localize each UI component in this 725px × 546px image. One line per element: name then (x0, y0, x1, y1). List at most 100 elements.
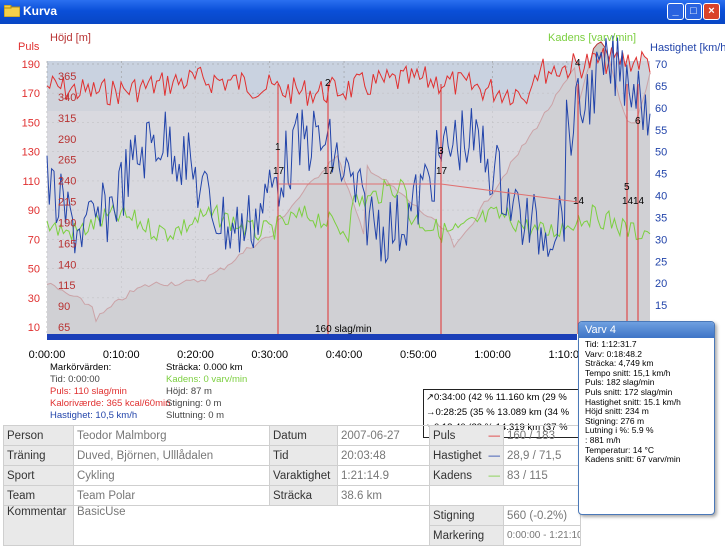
window-title: Kurva (23, 4, 58, 18)
puls-tick-label: 90 (28, 205, 40, 217)
maximize-button[interactable]: □ (685, 3, 702, 20)
traning-value: Duved, Björnen, Ulllådalen (73, 445, 270, 466)
lap-popup-line: Lutning i %: 5.9 % (585, 425, 654, 436)
hojd-tick-label: 115 (58, 280, 76, 292)
puls-label: Puls — (429, 425, 504, 446)
summary-table: Person Teodor Malmborg Datum 2007-06-27 … (3, 425, 581, 546)
sport-label: Sport (3, 465, 74, 486)
hojd-tick-label: 65 (58, 322, 70, 334)
hastighet-tick-label: 50 (655, 147, 667, 159)
cadence-line (46, 178, 651, 244)
hojd-tick-label: 140 (58, 259, 76, 271)
person-value: Teodor Malmborg (73, 425, 270, 446)
selection-bar[interactable] (47, 334, 577, 340)
lap-popup[interactable]: Varv 4 Tid: 1:12:31.7 Varv: 0:18:48.2 Strä… (578, 321, 715, 515)
lap-popup-body: Tid: 1:12:31.7 Varv: 0:18:48.2 Sträcka: 4,… (579, 338, 714, 465)
lap-marker-mid-label: 17 (323, 166, 335, 177)
pulse-line (46, 47, 651, 106)
folder-icon (4, 5, 20, 17)
lap-marker-mid-label: 14 (573, 196, 585, 207)
lap-popup-line: Varv: 0:18:48.2 (585, 348, 643, 359)
puls-tick-label: 170 (22, 88, 40, 100)
puls-value: 160 / 183 (503, 425, 581, 446)
legend-kadens: Kadens: 0 varv/min (166, 374, 248, 385)
legend-sluttning: Sluttning: 0 m (166, 410, 225, 421)
kadens-label: Kadens — (429, 465, 504, 486)
legend-stigning: Stigning: 0 m (166, 398, 222, 409)
legend-hastighet: Hastighet: 10,5 km/h (50, 410, 138, 421)
pulse-area (47, 47, 650, 334)
time-tick-label: 0:50:00 (400, 349, 437, 361)
varaktighet-value: 1:21:14.9 (337, 465, 430, 486)
team-value: Team Polar (73, 485, 270, 506)
stracka-label: Sträcka (269, 485, 338, 506)
lap-popup-line: : 881 m/h (585, 434, 621, 445)
time-tick-label: 0:30:00 (251, 349, 288, 361)
lap-marker-top-label: 2 (325, 78, 331, 89)
time-tick-label: 1:00:00 (474, 349, 511, 361)
lap-marker-mid-label: 17 (436, 166, 448, 177)
stigning-value: 560 (-0.2%) (503, 505, 581, 526)
time-tick-label: 0:40:00 (326, 349, 363, 361)
person-label: Person (3, 425, 74, 446)
lap-marker-mid-label: 14 (633, 196, 645, 207)
hojd-axis-label: Höjd [m] (50, 32, 91, 44)
puls-tick-label: 10 (28, 322, 40, 334)
lap-popup-line: Kadens snitt: 67 varv/min (585, 454, 681, 465)
team-label: Team (3, 485, 74, 506)
puls-axis-label: Puls (18, 41, 40, 53)
hojd-tick-label: 215 (58, 197, 76, 209)
minimize-button[interactable]: _ (667, 3, 684, 20)
lap-popup-line: Hastighet snitt: 15.1 km/h (585, 396, 681, 407)
datum-value: 2007-06-27 (337, 425, 430, 446)
hastighet-tick-label: 70 (655, 59, 667, 71)
varaktighet-label: Varaktighet (269, 465, 338, 486)
lap-marker-mid-label: 14 (622, 196, 634, 207)
hojd-tick-label: 340 (58, 92, 76, 104)
lap-marker-top-label: 3 (438, 146, 444, 157)
hastighet-tick-label: 45 (655, 169, 667, 181)
legend-kalorivarde: Kaloriværde: 365 kcal/60min (50, 398, 171, 409)
hojd-tick-label: 190 (58, 217, 76, 229)
hojd-tick-label: 240 (58, 176, 76, 188)
puls-tick-label: 190 (22, 59, 40, 71)
hastighet-tick-label: 40 (655, 191, 667, 203)
markering-label: Markering (429, 525, 504, 546)
hojd-tick-label: 365 (58, 71, 76, 83)
legend-hojd: Höjd: 87 m (166, 386, 212, 397)
hojd-tick-label: 290 (58, 134, 76, 146)
kommentar-value[interactable]: BasicUse (73, 505, 430, 546)
window-titlebar: Kurva _ □ × (0, 0, 725, 24)
lap-popup-line: Puls: 182 slag/min (585, 377, 655, 388)
lap-popup-line: Temperatur: 14 °C (585, 444, 655, 455)
time-tick-label: 0:10:00 (103, 349, 140, 361)
lap-popup-line: Puls snitt: 172 slag/min (585, 386, 673, 397)
lap-popup-line: Tid: 1:12:31.7 (585, 339, 637, 349)
slope-up-row: ↗0:34:00 (42 % 11.160 km (29 % (426, 392, 567, 403)
datum-label: Datum (269, 425, 338, 446)
hastighet-tick-label: 35 (655, 212, 667, 224)
traning-label: Träning (3, 445, 74, 466)
time-tick-label: 0:00:00 (29, 349, 66, 361)
close-button[interactable]: × (703, 3, 720, 20)
hastighet-tick-label: 20 (655, 278, 667, 290)
legend-stracka: Sträcka: 0.000 km (166, 362, 243, 373)
legend-puls: Puls: 110 slag/min (50, 386, 127, 397)
legend-markorvarden: Markörvärden: (50, 362, 112, 373)
puls-tick-label: 70 (28, 234, 40, 246)
hastighet-tick-label: 65 (655, 81, 667, 93)
kommentar-label: Kommentar (3, 505, 74, 546)
lap-popup-title: Varv 4 (579, 322, 714, 338)
hojd-tick-label: 265 (58, 155, 76, 167)
hojd-tick-label: 165 (58, 238, 76, 250)
speed-line (46, 35, 651, 265)
lap-popup-line: Höjd snitt: 234 m (585, 406, 649, 417)
window-client: 1 17 2 17 3 17 4 14 5 14 6 14 160 slag/min Puls Höj… (0, 24, 725, 546)
hastighet-tick-label: 15 (655, 300, 667, 312)
kadens-axis-label: Kadens [varv/min] (548, 32, 636, 44)
time-tick-label: 1:10:00 (548, 349, 585, 361)
hastighet-tick-label: 60 (655, 103, 667, 115)
slope-flat-row: →0:28:25 (35 % 13.089 km (34 % (426, 407, 570, 418)
